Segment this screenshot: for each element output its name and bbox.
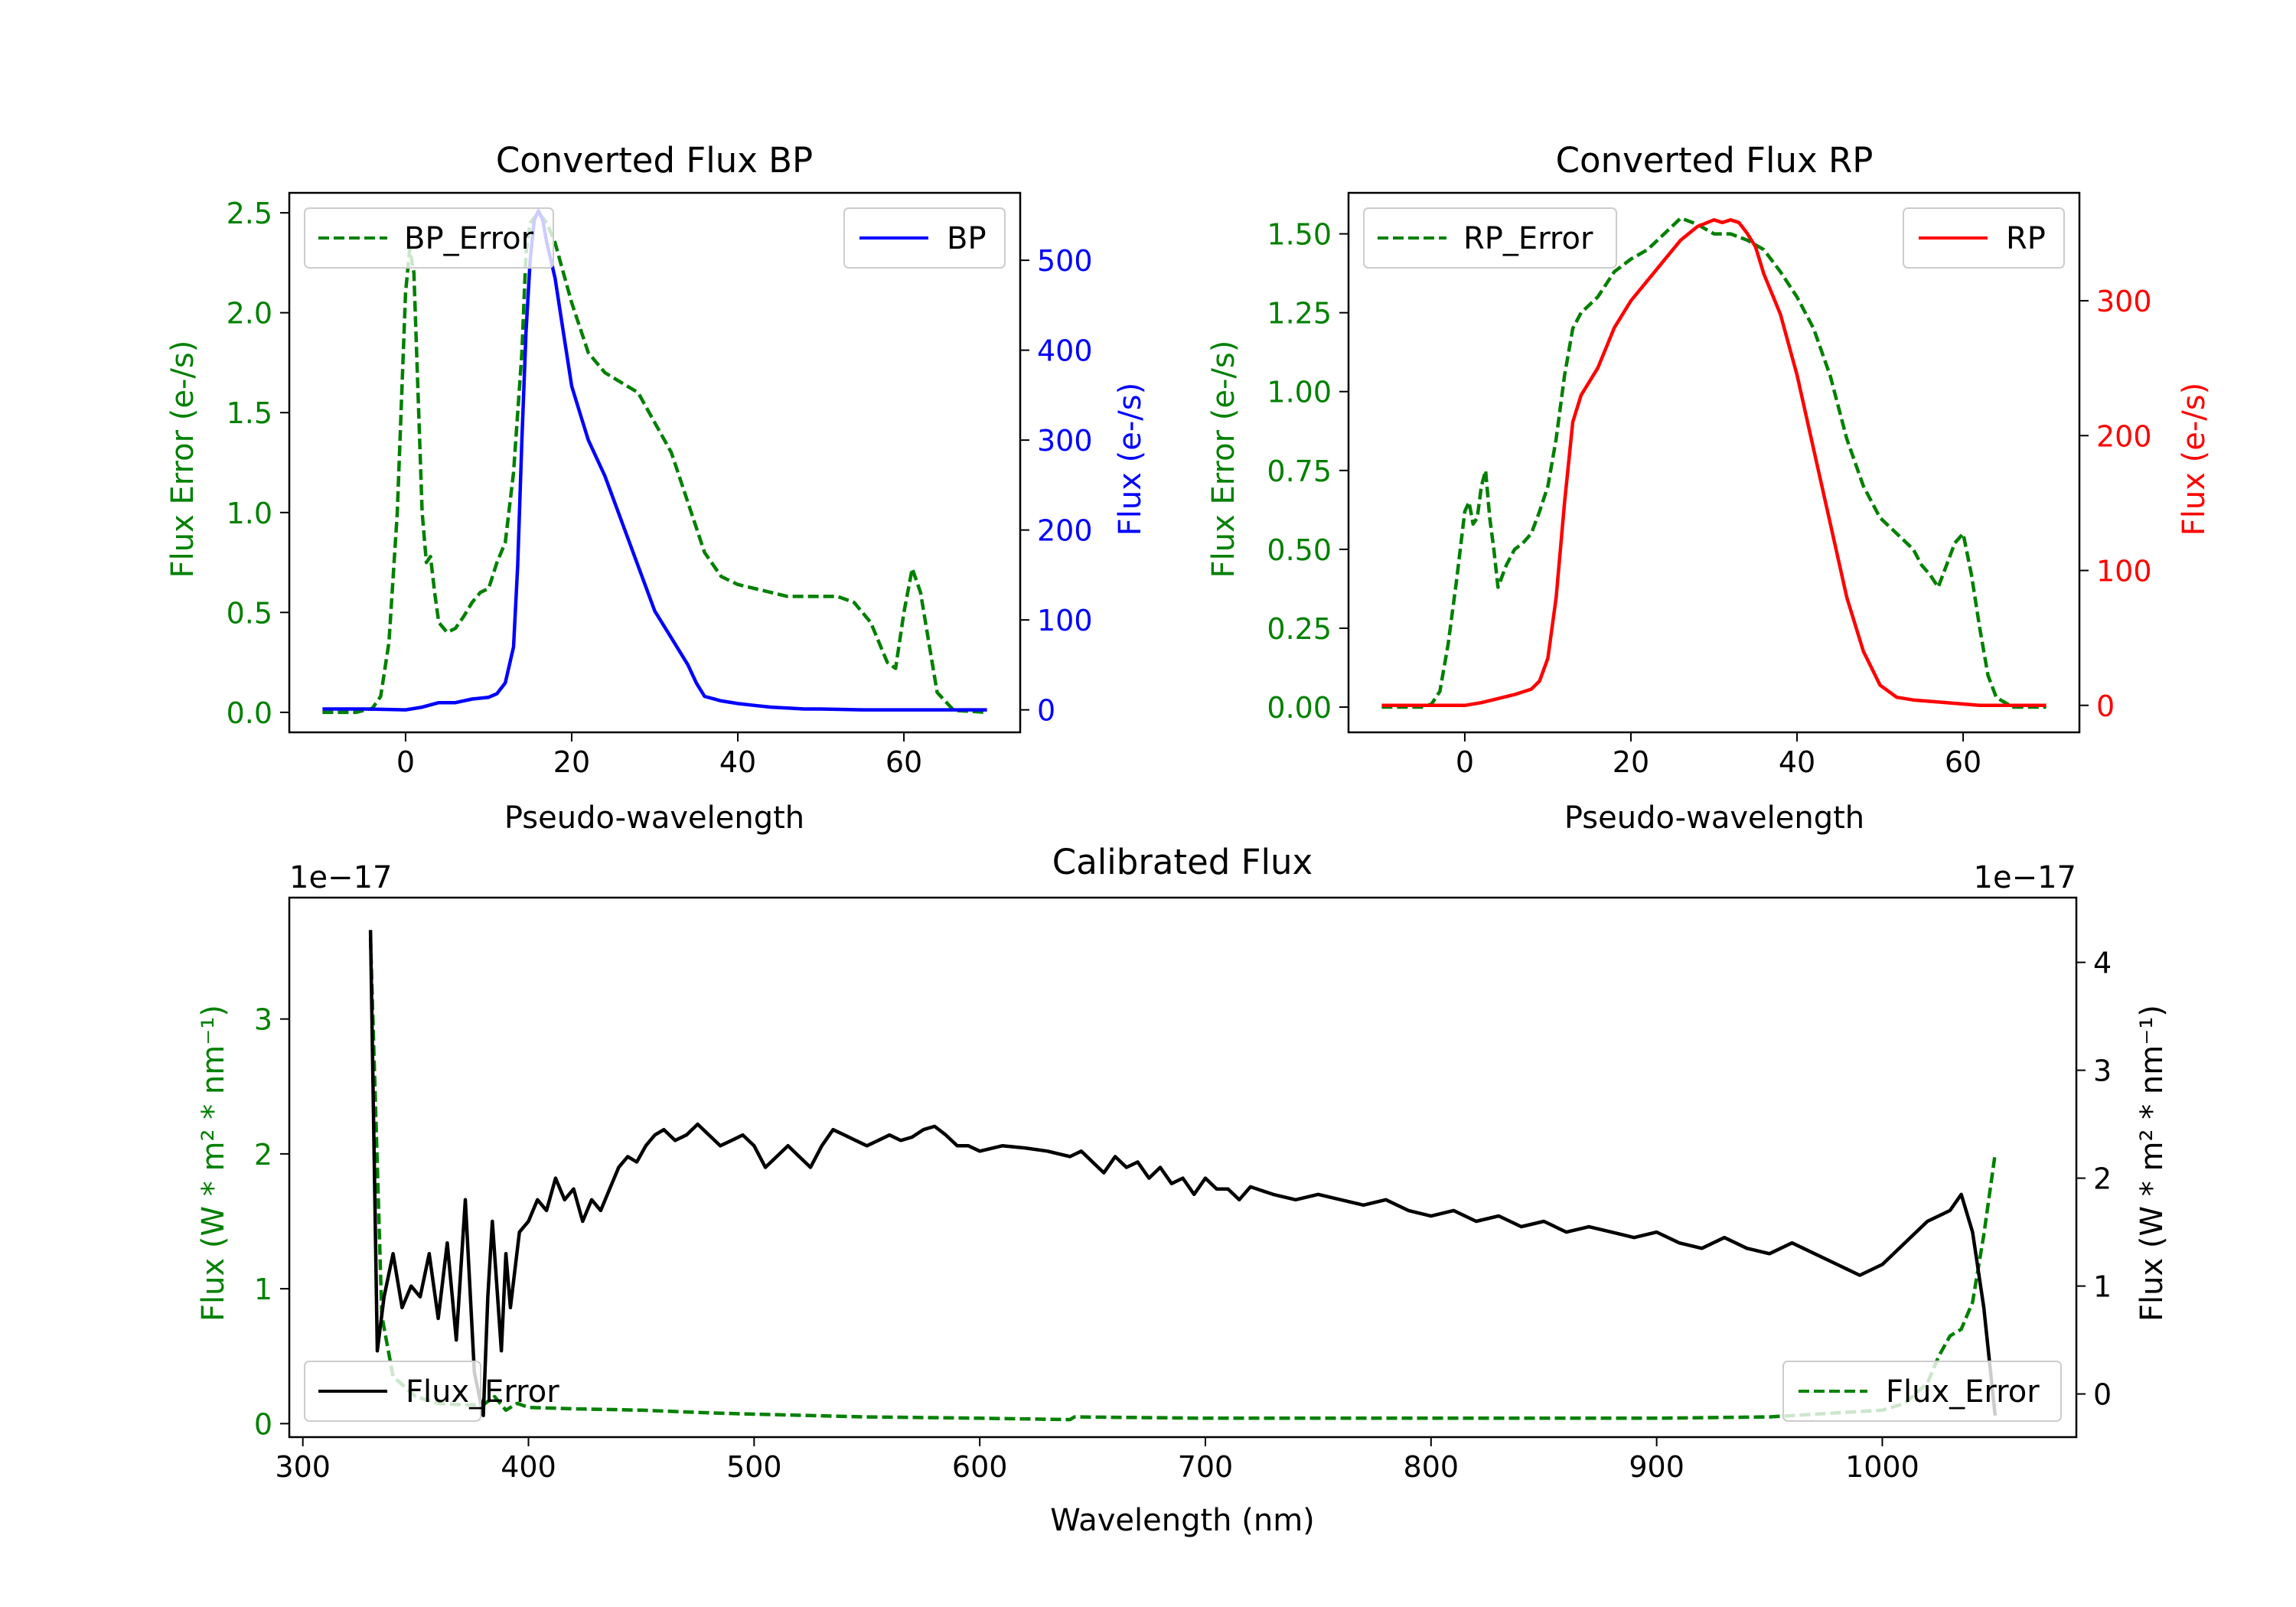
bp-legend-left-label: BP_Error	[404, 221, 534, 256]
cal-x-tick-label: 300	[275, 1450, 331, 1484]
rp-title: Converted Flux RP	[1556, 140, 1874, 181]
bp-x-tick-label: 40	[719, 745, 756, 779]
rp-legend-right: RP	[1903, 207, 2065, 269]
cal-legend-left-label: Flux_Error	[406, 1374, 559, 1410]
rp-x-axis-label: Pseudo-wavelength	[1564, 800, 1864, 836]
bp-left-y-tick-label: 1.0	[227, 497, 272, 530]
bp-x-tick-label: 0	[396, 745, 415, 779]
bp-left-y-tick-label: 0.5	[227, 596, 272, 630]
rp-x-tick-label: 40	[1779, 745, 1815, 779]
rp-right-y-tick-label: 0	[2096, 689, 2115, 723]
rp-x-tick-label: 0	[1456, 745, 1474, 779]
bp-right-y-tick-label: 400	[1037, 334, 1093, 368]
rp-left-y-tick-label: 0.00	[1267, 691, 1332, 725]
bp-legend-left: BP_Error	[304, 207, 554, 269]
cal-x-tick-label: 800	[1404, 1450, 1459, 1484]
bp-x-tick-label: 60	[885, 745, 922, 779]
bp-right-y-tick-label: 500	[1037, 244, 1093, 278]
bp-right-y-axis-label: Flux (e-/s)	[1113, 383, 1148, 536]
cal-left-offset-text: 1e−17	[289, 860, 392, 895]
cal-left-y-tick-label: 3	[254, 1003, 272, 1037]
cal-left-y-axis-label: Flux (W * m² * nm⁻¹)	[196, 1005, 231, 1322]
cal-x-axis-label: Wavelength (nm)	[1050, 1503, 1315, 1538]
rp-left-y-tick-label: 1.25	[1267, 297, 1332, 331]
bp-plot-frame	[288, 191, 1022, 734]
cal-x-tick-label: 600	[952, 1450, 1008, 1484]
bp-title: Converted Flux BP	[496, 140, 813, 181]
bp-x-tick-label: 20	[553, 745, 590, 779]
cal-legend-right: Flux_Error	[1782, 1361, 2062, 1422]
rp-right-y-tick-label: 100	[2096, 555, 2152, 588]
cal-right-y-tick-label: 4	[2093, 947, 2112, 980]
cal-right-y-tick-label: 2	[2093, 1162, 2112, 1196]
rp-legend-left: RP_Error	[1363, 207, 1617, 269]
cal-right-offset-text: 1e−17	[1974, 860, 2076, 895]
bp-legend-right-label: BP	[947, 221, 987, 256]
bp-left-y-axis-label: Flux Error (e-/s)	[165, 341, 201, 579]
cal-x-tick-label: 400	[501, 1450, 556, 1484]
bp-left-y-tick-label: 2.0	[227, 297, 272, 331]
rp-right-y-tick-label: 300	[2096, 285, 2152, 318]
bp-left-y-tick-label: 1.5	[227, 396, 272, 430]
cal-left-y-tick-label: 2	[254, 1138, 272, 1172]
cal-x-tick-label: 700	[1178, 1450, 1234, 1484]
rp-right-y-axis-label: Flux (e-/s)	[2177, 383, 2212, 536]
cal-x-tick-label: 900	[1629, 1450, 1684, 1484]
rp-x-tick-label: 60	[1945, 745, 1981, 779]
rp-left-y-tick-label: 0.50	[1267, 533, 1332, 567]
rp-legend-left-label: RP_Error	[1463, 221, 1593, 256]
bp-right-y-tick-label: 200	[1037, 514, 1093, 548]
rp-plot-frame	[1347, 191, 2081, 734]
calibrated-chart: Calibrated Flux Wavelength (nm) 1e−17 1e…	[196, 842, 2170, 1538]
cal-x-tick-label: 500	[726, 1450, 782, 1484]
cal-legend-right-label: Flux_Error	[1886, 1374, 2040, 1410]
rp-right-y-tick-label: 200	[2096, 419, 2152, 453]
rp-chart: Converted Flux RP Pseudo-wavelength Flux…	[1206, 140, 2212, 836]
cal-x-tick-label: 1000	[1845, 1450, 1919, 1484]
bp-right-y-tick-label: 0	[1037, 694, 1055, 728]
bp-chart: Converted Flux BP Pseudo-wavelength Flux…	[165, 140, 1148, 836]
cal-legend-left: Flux_Error	[304, 1361, 559, 1422]
cal-series-flux-line	[368, 930, 1998, 1418]
cal-plot-frame	[288, 896, 2078, 1439]
bp-legend-right: BP	[843, 207, 1006, 269]
cal-right-y-axis-label: Flux (W * m² * nm⁻¹)	[2135, 1005, 2170, 1322]
rp-series-rp-error-line	[1381, 216, 2047, 709]
cal-right-y-tick-label: 1	[2093, 1270, 2112, 1304]
bp-left-y-tick-label: 2.5	[227, 197, 272, 230]
rp-left-y-axis-label: Flux Error (e-/s)	[1206, 341, 1241, 579]
rp-left-y-tick-label: 1.00	[1267, 376, 1332, 409]
bp-left-y-tick-label: 0.0	[227, 696, 272, 730]
rp-left-y-tick-label: 1.50	[1267, 218, 1332, 252]
rp-series-rp-line	[1381, 218, 2047, 708]
cal-right-y-tick-label: 0	[2093, 1378, 2112, 1412]
bp-right-y-tick-label: 100	[1037, 604, 1093, 637]
rp-x-tick-label: 20	[1613, 745, 1649, 779]
rp-legend-right-label: RP	[2006, 221, 2046, 256]
bp-series-bp-error-line	[322, 210, 987, 715]
bp-right-y-tick-label: 300	[1037, 424, 1093, 458]
cal-title: Calibrated Flux	[1052, 842, 1313, 882]
rp-left-y-tick-label: 0.75	[1267, 455, 1332, 488]
cal-left-y-tick-label: 1	[254, 1273, 272, 1306]
bp-x-axis-label: Pseudo-wavelength	[504, 800, 804, 836]
cal-right-y-tick-label: 3	[2093, 1054, 2112, 1088]
cal-left-y-tick-label: 0	[254, 1407, 272, 1441]
bp-series-bp-line	[322, 209, 987, 712]
rp-left-y-tick-label: 0.25	[1267, 612, 1332, 646]
